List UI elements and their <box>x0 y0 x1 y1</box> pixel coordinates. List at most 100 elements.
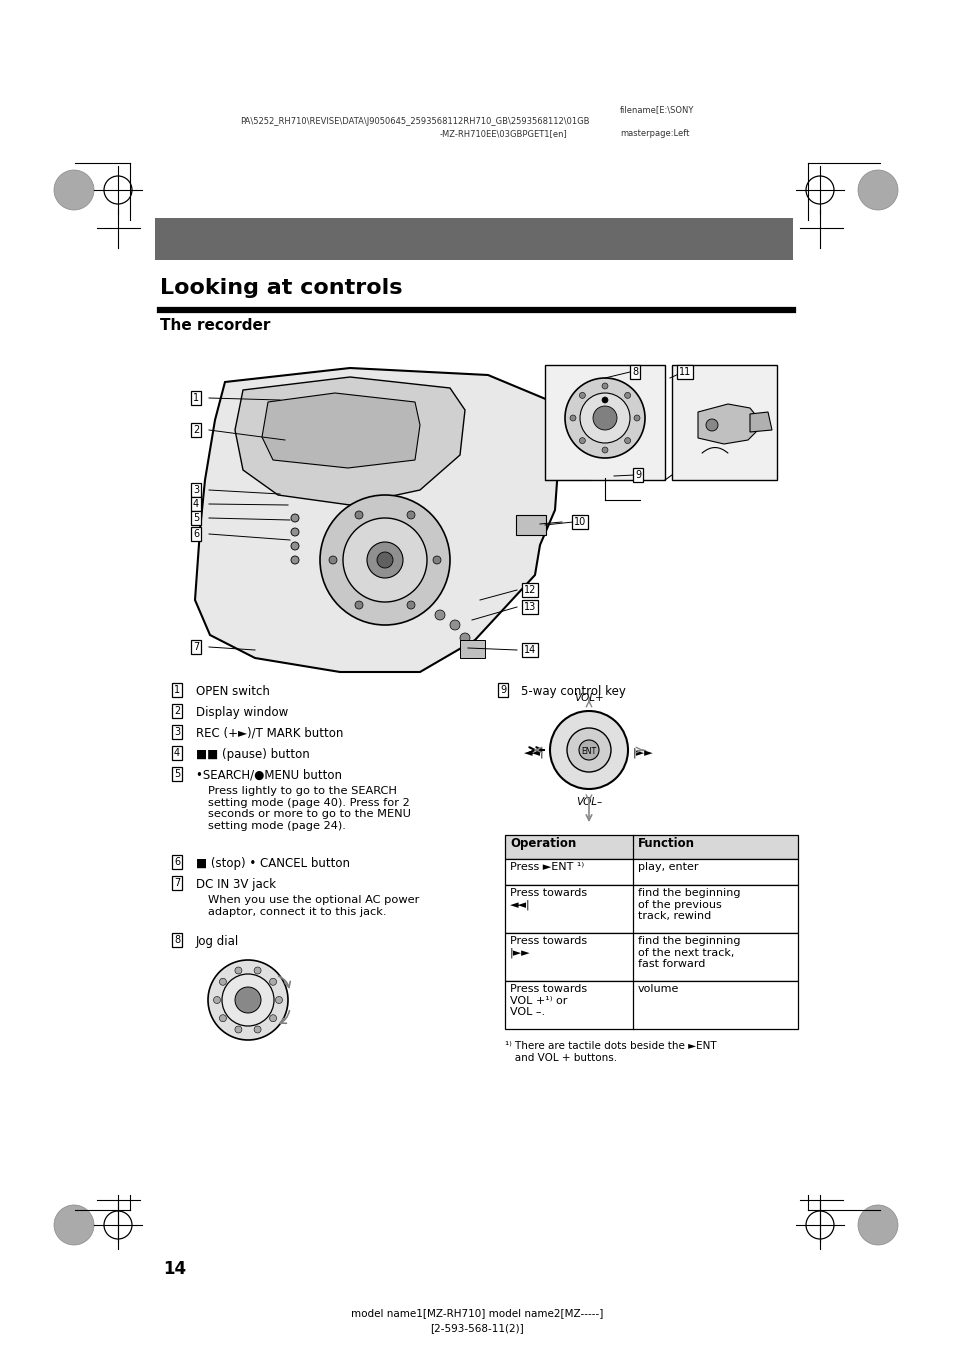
Circle shape <box>270 978 276 985</box>
Text: 4: 4 <box>193 499 199 509</box>
Text: •SEARCH/●MENU button: •SEARCH/●MENU button <box>195 769 341 782</box>
Circle shape <box>564 378 644 458</box>
Text: filename[E:\SONY: filename[E:\SONY <box>619 105 694 113</box>
Text: ENT: ENT <box>580 747 596 757</box>
Circle shape <box>291 513 298 521</box>
Bar <box>671 365 776 480</box>
Text: -MZ-RH710EE\03GBPGET1[en]: -MZ-RH710EE\03GBPGET1[en] <box>439 128 567 138</box>
Polygon shape <box>194 367 559 671</box>
Text: 11: 11 <box>679 367 690 377</box>
Text: 1: 1 <box>173 685 180 694</box>
Circle shape <box>601 397 607 403</box>
Bar <box>504 981 797 1029</box>
Text: 5-way control key: 5-way control key <box>520 685 625 698</box>
Circle shape <box>578 438 585 443</box>
Circle shape <box>579 393 629 443</box>
Circle shape <box>355 511 363 519</box>
Circle shape <box>234 988 261 1013</box>
Text: 2: 2 <box>193 426 199 435</box>
Text: 3: 3 <box>193 485 199 494</box>
Circle shape <box>367 542 402 578</box>
Text: ¹⁾ There are tactile dots beside the ►ENT
   and VOL + buttons.: ¹⁾ There are tactile dots beside the ►EN… <box>504 1042 716 1063</box>
Text: When you use the optional AC power
adaptor, connect it to this jack.: When you use the optional AC power adapt… <box>208 894 419 916</box>
Text: 6: 6 <box>173 857 180 867</box>
Circle shape <box>219 1015 226 1021</box>
Text: 12: 12 <box>523 585 536 594</box>
Circle shape <box>291 557 298 563</box>
Circle shape <box>601 382 607 389</box>
Circle shape <box>54 170 94 209</box>
Text: 5: 5 <box>193 513 199 523</box>
Circle shape <box>343 517 427 603</box>
Circle shape <box>624 438 630 443</box>
Text: 14: 14 <box>523 644 536 655</box>
FancyArrowPatch shape <box>280 1011 289 1023</box>
FancyArrowPatch shape <box>278 975 290 988</box>
Polygon shape <box>698 404 758 444</box>
Circle shape <box>593 407 617 430</box>
Text: Press towards
VOL +¹⁾ or
VOL –.: Press towards VOL +¹⁾ or VOL –. <box>510 984 586 1017</box>
Text: 6: 6 <box>193 530 199 539</box>
Circle shape <box>601 447 607 453</box>
Bar <box>544 365 664 480</box>
Polygon shape <box>234 377 464 505</box>
Text: ■■ (pause) button: ■■ (pause) button <box>195 748 310 761</box>
Circle shape <box>355 601 363 609</box>
Text: 5: 5 <box>173 769 180 780</box>
Circle shape <box>219 978 226 985</box>
Circle shape <box>407 511 415 519</box>
Text: Looking at controls: Looking at controls <box>160 278 402 299</box>
Circle shape <box>222 974 274 1025</box>
Text: VOL+: VOL+ <box>574 693 603 703</box>
Circle shape <box>407 601 415 609</box>
Circle shape <box>578 392 585 399</box>
Text: 8: 8 <box>631 367 638 377</box>
Circle shape <box>291 542 298 550</box>
Circle shape <box>578 740 598 761</box>
Text: PA\5252_RH710\REVISE\DATA\J9050645_2593568112RH710_GB\2593568112\01GB: PA\5252_RH710\REVISE\DATA\J9050645_25935… <box>240 118 589 126</box>
Ellipse shape <box>550 711 627 789</box>
Circle shape <box>705 419 718 431</box>
Bar <box>504 885 797 934</box>
Circle shape <box>459 634 470 643</box>
Text: Function: Function <box>638 838 695 850</box>
Circle shape <box>291 528 298 536</box>
Circle shape <box>319 494 450 626</box>
Text: 8: 8 <box>173 935 180 944</box>
Circle shape <box>208 961 288 1040</box>
Text: 7: 7 <box>173 878 180 888</box>
Text: [2-593-568-11(2)]: [2-593-568-11(2)] <box>430 1323 523 1333</box>
Circle shape <box>253 967 261 974</box>
Circle shape <box>270 1015 276 1021</box>
Circle shape <box>435 611 444 620</box>
Circle shape <box>634 415 639 422</box>
Text: Press towards
◄◄|: Press towards ◄◄| <box>510 888 586 911</box>
Text: ■ (stop) • CANCEL button: ■ (stop) • CANCEL button <box>195 857 350 870</box>
Text: 2: 2 <box>173 707 180 716</box>
Text: volume: volume <box>638 984 679 994</box>
Text: OPEN switch: OPEN switch <box>195 685 270 698</box>
Circle shape <box>450 620 459 630</box>
Text: Operation: Operation <box>510 838 576 850</box>
Text: play, enter: play, enter <box>638 862 698 871</box>
Polygon shape <box>262 393 419 467</box>
Circle shape <box>234 1025 242 1034</box>
Bar <box>504 859 797 885</box>
Text: The recorder: The recorder <box>160 317 270 332</box>
Bar <box>516 515 545 535</box>
Bar <box>154 218 792 259</box>
Polygon shape <box>749 412 771 432</box>
Text: masterpage:Left: masterpage:Left <box>619 128 689 138</box>
Text: 13: 13 <box>523 603 536 612</box>
Circle shape <box>433 557 440 563</box>
Text: REC (+►)/T MARK button: REC (+►)/T MARK button <box>195 727 343 740</box>
Text: 14: 14 <box>163 1260 186 1278</box>
Circle shape <box>566 728 610 771</box>
Circle shape <box>275 997 282 1004</box>
Text: 7: 7 <box>193 642 199 653</box>
Circle shape <box>213 997 220 1004</box>
Bar <box>504 934 797 981</box>
Text: 3: 3 <box>173 727 180 738</box>
Text: Jog dial: Jog dial <box>195 935 239 948</box>
Text: find the beginning
of the next track,
fast forward: find the beginning of the next track, fa… <box>638 936 740 969</box>
